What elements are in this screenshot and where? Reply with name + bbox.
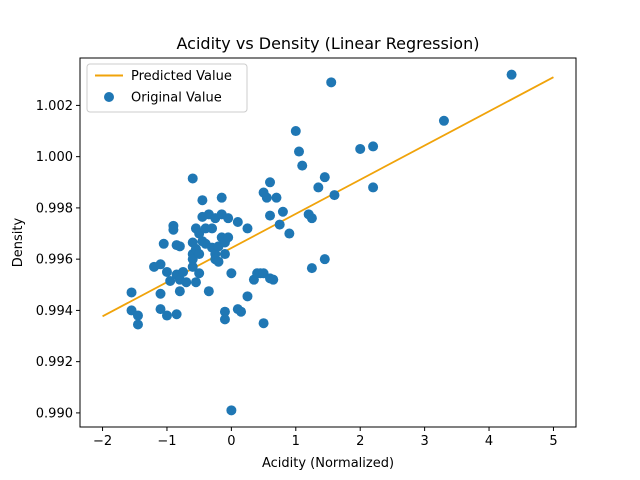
y-tick-label: 0.996	[36, 253, 73, 268]
scatter-point	[223, 213, 234, 224]
x-tick-label: 5	[549, 434, 557, 449]
x-tick-label: −2	[93, 434, 112, 449]
scatter-point	[219, 306, 230, 317]
x-tick-label: −1	[157, 434, 176, 449]
scatter-point	[319, 172, 330, 183]
y-tick-label: 1.002	[36, 99, 73, 114]
plot-content	[102, 69, 554, 416]
scatter-point	[226, 405, 237, 416]
scatter-point	[194, 268, 205, 279]
scatter-point	[161, 310, 172, 321]
chart-title: Acidity vs Density (Linear Regression)	[177, 34, 480, 53]
legend-box	[86, 63, 248, 113]
scatter-point	[265, 177, 276, 188]
x-axis-label: Acidity (Normalized)	[262, 456, 394, 471]
scatter-point	[271, 192, 282, 203]
plot-frame	[79, 57, 577, 428]
scatter-point	[284, 228, 295, 239]
scatter-point	[265, 210, 276, 221]
scatter-point	[155, 288, 166, 299]
scatter-point	[126, 287, 137, 298]
scatter-point	[232, 217, 243, 227]
scatter-point	[438, 115, 449, 126]
scatter-point	[261, 192, 272, 203]
scatter-point	[187, 173, 198, 184]
legend-label-original: Original Value	[131, 91, 222, 106]
scatter-point	[168, 224, 179, 235]
scatter-point	[213, 256, 224, 267]
legend-marker-swatch	[104, 92, 114, 102]
scatter-point	[223, 232, 234, 243]
x-tick-label: 4	[485, 434, 493, 449]
scatter-point	[219, 249, 230, 260]
scatter-point	[313, 182, 324, 193]
scatter-point	[181, 277, 192, 288]
legend-label-predicted: Predicted Value	[131, 69, 232, 84]
x-tick-label: 3	[420, 434, 428, 449]
scatter-point	[132, 310, 143, 321]
scatter-point	[329, 190, 340, 201]
scatter-point	[174, 286, 185, 297]
y-tick-label: 1.000	[36, 150, 73, 165]
scatter-point	[226, 268, 237, 279]
scatter-point	[190, 277, 201, 288]
y-tick-label: 0.992	[36, 355, 73, 370]
scatter-point	[236, 306, 247, 317]
scatter-point	[197, 195, 208, 206]
scatter-point	[368, 182, 379, 193]
scatter-point	[158, 238, 169, 249]
scatter-point	[368, 141, 379, 152]
scatter-point	[306, 263, 317, 274]
scatter-point	[277, 206, 288, 217]
x-tick-label: 1	[292, 434, 300, 449]
scatter-point	[216, 192, 227, 203]
scatter-point	[506, 69, 517, 80]
scatter-point	[194, 249, 205, 260]
y-axis-ticks: 0.990 0.992 0.994 0.996 0.998 1.000 1.002	[36, 99, 80, 421]
scatter-point	[297, 160, 308, 171]
scatter-point	[258, 318, 269, 329]
scatter-point	[219, 314, 230, 325]
x-axis-ticks: −2 −1 0 1 2 3 4 5	[93, 427, 558, 449]
x-tick-label: 2	[356, 434, 364, 449]
scatter-point	[207, 223, 218, 234]
scatter-point	[155, 259, 166, 270]
scatter-point	[290, 126, 301, 137]
scatter-point	[242, 223, 253, 234]
y-axis-label: Density	[11, 217, 26, 267]
scatter-point	[203, 286, 214, 297]
scatter-point	[165, 275, 176, 286]
scatter-point	[178, 266, 189, 277]
scatter-point	[319, 254, 330, 265]
scatter-point	[161, 266, 172, 277]
scatter-point	[174, 241, 185, 252]
scatter-point	[355, 143, 366, 154]
x-tick-label: 0	[227, 434, 235, 449]
y-tick-label: 0.994	[36, 304, 73, 319]
scatter-point	[242, 291, 253, 302]
scatter-point	[274, 219, 285, 230]
scatter-point	[155, 304, 166, 315]
scatter-point	[187, 261, 198, 272]
scatter-point	[132, 319, 143, 330]
scatter-point	[294, 146, 305, 157]
scatter-point	[268, 274, 279, 285]
y-tick-label: 0.990	[36, 406, 73, 421]
scatter-point	[306, 213, 317, 224]
y-tick-label: 0.998	[36, 201, 73, 216]
scatter-point	[326, 77, 337, 88]
scatter-point	[171, 309, 182, 320]
legend: Predicted Value Original Value	[86, 63, 248, 113]
